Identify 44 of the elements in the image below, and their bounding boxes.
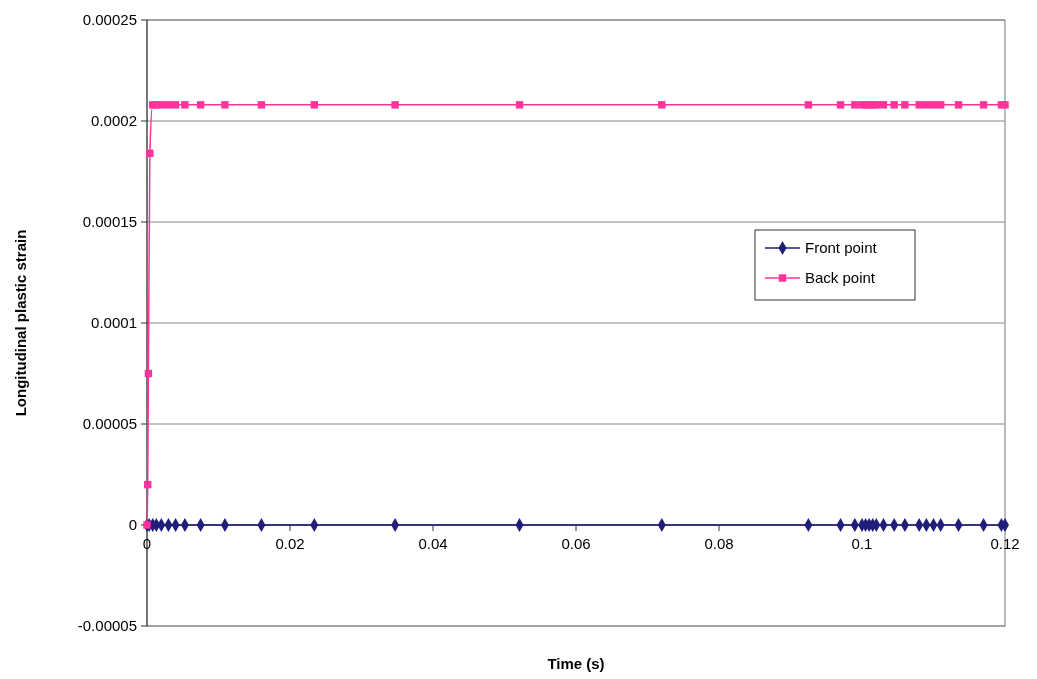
x-tick-label: 0.12	[990, 535, 1020, 552]
point	[872, 101, 881, 109]
point	[804, 101, 813, 109]
point	[879, 101, 888, 109]
x-axis-title: Time (s)	[547, 655, 605, 672]
x-tick-label: 0.04	[418, 535, 448, 552]
y-tick-label: 0.0001	[91, 314, 137, 332]
y-tick-label: -0.00005	[77, 617, 137, 635]
point	[1001, 101, 1009, 109]
point	[181, 101, 189, 109]
point	[164, 101, 173, 109]
x-tick-label: 0.08	[704, 535, 734, 552]
y-tick-label: 0.00005	[82, 415, 137, 433]
point	[836, 101, 845, 109]
point	[146, 149, 154, 158]
point	[954, 101, 963, 109]
legend-label: Front point	[805, 239, 878, 257]
y-tick-label: 0	[128, 516, 137, 534]
y-tick-label: 0.0002	[91, 112, 137, 130]
point	[936, 101, 945, 109]
x-tick-label: 0	[142, 535, 152, 552]
x-tick-label: 0.02	[275, 535, 305, 552]
point	[851, 101, 859, 109]
point	[929, 101, 938, 109]
x-tick-label: 0.1	[851, 535, 873, 552]
point	[221, 101, 229, 109]
point	[257, 101, 266, 109]
y-axis-title: Longitudinal plastic strain	[12, 229, 29, 417]
legend-label: Back point	[805, 269, 876, 287]
point	[979, 101, 988, 109]
point	[157, 101, 166, 109]
point	[922, 101, 931, 109]
point	[310, 101, 319, 109]
point	[515, 101, 524, 109]
x-tick-label: 0.06	[561, 535, 591, 552]
point	[890, 101, 898, 109]
point	[171, 101, 180, 109]
point	[915, 101, 923, 109]
point	[901, 101, 909, 109]
point	[196, 101, 205, 109]
point	[658, 101, 666, 109]
y-tick-label: 0.00015	[82, 213, 137, 231]
y-tick-label: 0.00025	[82, 11, 137, 29]
point	[391, 101, 399, 109]
